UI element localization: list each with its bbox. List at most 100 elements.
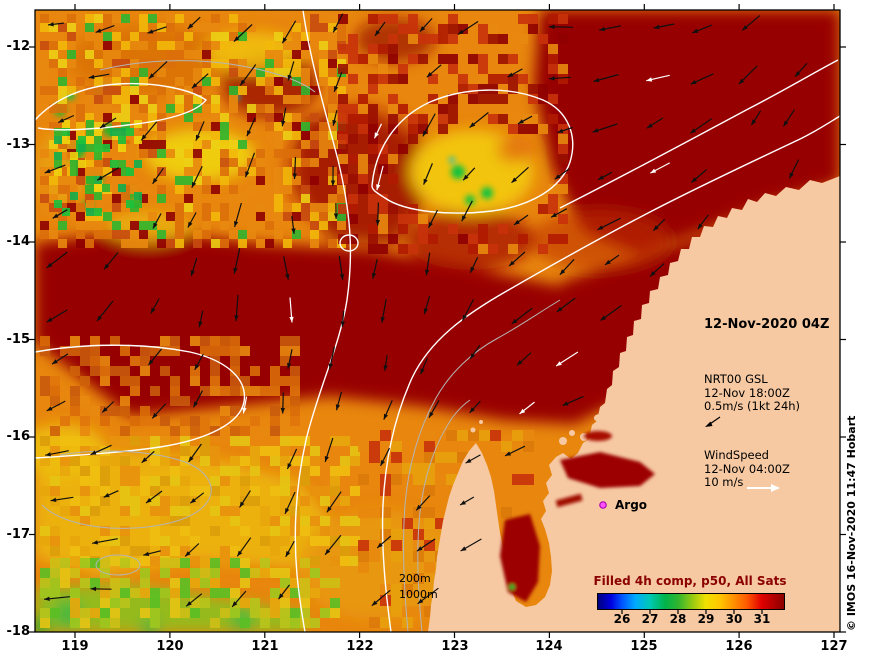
y-tick-label: -16 — [6, 429, 31, 444]
x-tick-label: 126 — [725, 639, 753, 654]
wind-arrow — [504, 445, 526, 457]
map-frame — [34, 9, 841, 633]
y-tick-label: -18 — [6, 624, 31, 639]
wind-arrow — [143, 550, 161, 556]
wind-arrow — [148, 60, 168, 80]
x-tick-label: 121 — [251, 639, 279, 654]
wind-legend: WindSpeed 12-Nov 04:00Z 10 m/s — [704, 448, 790, 490]
wind-arrow — [592, 123, 618, 133]
x-tick-label: 125 — [630, 639, 658, 654]
wind-arrow — [646, 74, 670, 82]
wind-arrow — [328, 346, 335, 370]
wind-arrow — [278, 584, 290, 600]
land-australia — [428, 176, 840, 632]
wind-arrow — [191, 165, 203, 189]
wind-arrow — [469, 112, 489, 128]
wind-arrow — [90, 444, 112, 456]
wind-arrow — [383, 400, 393, 420]
wind-arrow — [548, 24, 574, 29]
wind-arrow — [189, 492, 205, 504]
colorbar-tick-label: 28 — [669, 612, 687, 626]
wind-arrow — [457, 20, 479, 36]
wind-arrow — [646, 117, 664, 129]
wind-arrow — [462, 167, 476, 181]
wind-arrow — [152, 167, 164, 185]
wind-arrow — [338, 256, 345, 280]
wind-arrow — [335, 391, 343, 411]
wind-arrow — [281, 20, 297, 44]
wind-arrow — [517, 115, 533, 125]
wind-arrow — [459, 496, 475, 506]
axis-ticks — [29, 4, 846, 638]
wind-legend-datetime: 12-Nov 04:00Z — [704, 461, 790, 476]
wind-arrow — [234, 202, 242, 228]
wind-arrow — [383, 355, 388, 371]
wind-arrow — [99, 117, 117, 129]
wind-arrow — [150, 298, 160, 314]
wind-arrow — [287, 61, 295, 81]
wind-arrow — [239, 64, 257, 86]
wind-arrow — [244, 152, 256, 178]
wind-arrow — [548, 76, 572, 81]
wind-arrow — [332, 110, 338, 126]
y-tick-label: -17 — [6, 527, 31, 542]
wind-arrow — [373, 123, 383, 139]
wind-arrow — [187, 16, 201, 30]
wind-arrow — [50, 496, 74, 502]
wind-arrow — [101, 401, 115, 413]
wind-arrow — [187, 212, 197, 228]
wind-legend-title: WindSpeed — [704, 448, 769, 462]
wind-arrow — [103, 252, 119, 270]
wind-arrow — [234, 294, 239, 322]
offshore-islands — [470, 195, 809, 452]
wind-arrow — [151, 403, 167, 419]
wind-arrow — [95, 25, 115, 33]
wind-arrow — [507, 68, 523, 78]
wind-arrow — [689, 118, 713, 134]
wind-arrow — [326, 491, 342, 513]
copyright-credit: © IMOS 16-Nov-2020 11:47 Hobart — [845, 415, 858, 631]
wind-arrow — [333, 202, 339, 220]
wind-arrow — [697, 214, 709, 230]
wind-arrow — [600, 305, 622, 321]
colorbar-tick-label: 27 — [641, 612, 659, 626]
wind-arrow — [48, 22, 64, 27]
wind-arrow — [750, 110, 762, 126]
wind-arrow — [555, 351, 579, 367]
wind-arrow — [283, 256, 290, 280]
x-tick-label: 120 — [156, 639, 184, 654]
wind-arrow — [192, 390, 204, 408]
wind-arrow — [46, 400, 66, 412]
wind-arrow — [597, 171, 613, 181]
wind-arrow — [376, 165, 384, 191]
wind-arrow — [422, 113, 436, 137]
wind-arrow — [92, 538, 118, 545]
x-tick-label: 124 — [535, 639, 563, 654]
wind-arrow — [88, 73, 110, 79]
wind-arrow — [324, 534, 342, 556]
wind-arrow — [511, 166, 529, 184]
wind-arrow — [332, 13, 344, 33]
wind-arrow — [333, 71, 343, 93]
wind-arrow — [782, 109, 796, 127]
wind-arrow — [513, 214, 529, 226]
gsl-legend-datetime: 12-Nov 18:00Z — [704, 385, 790, 400]
colorbar-tick-label: 31 — [753, 612, 771, 626]
y-tick-label: -15 — [6, 332, 31, 347]
wind-arrow — [511, 307, 533, 325]
gsl-reference-arrow — [705, 416, 721, 427]
wind-reference-arrow — [747, 484, 780, 492]
argo-label: Argo — [615, 498, 648, 512]
wind-arrow — [45, 450, 69, 457]
wind-arrow — [417, 587, 439, 605]
wind-arrow — [593, 73, 619, 83]
wind-arrow — [652, 218, 666, 232]
wind-arrow — [286, 448, 298, 470]
wind-arrow — [519, 401, 535, 415]
wind-arrow — [285, 540, 295, 558]
y-tick-label: -13 — [6, 137, 31, 152]
wind-arrow — [292, 156, 297, 180]
map-datetime-label: 12-Nov-2020 04Z — [704, 317, 830, 332]
wind-arrow — [284, 491, 296, 515]
colorbar — [597, 593, 785, 610]
